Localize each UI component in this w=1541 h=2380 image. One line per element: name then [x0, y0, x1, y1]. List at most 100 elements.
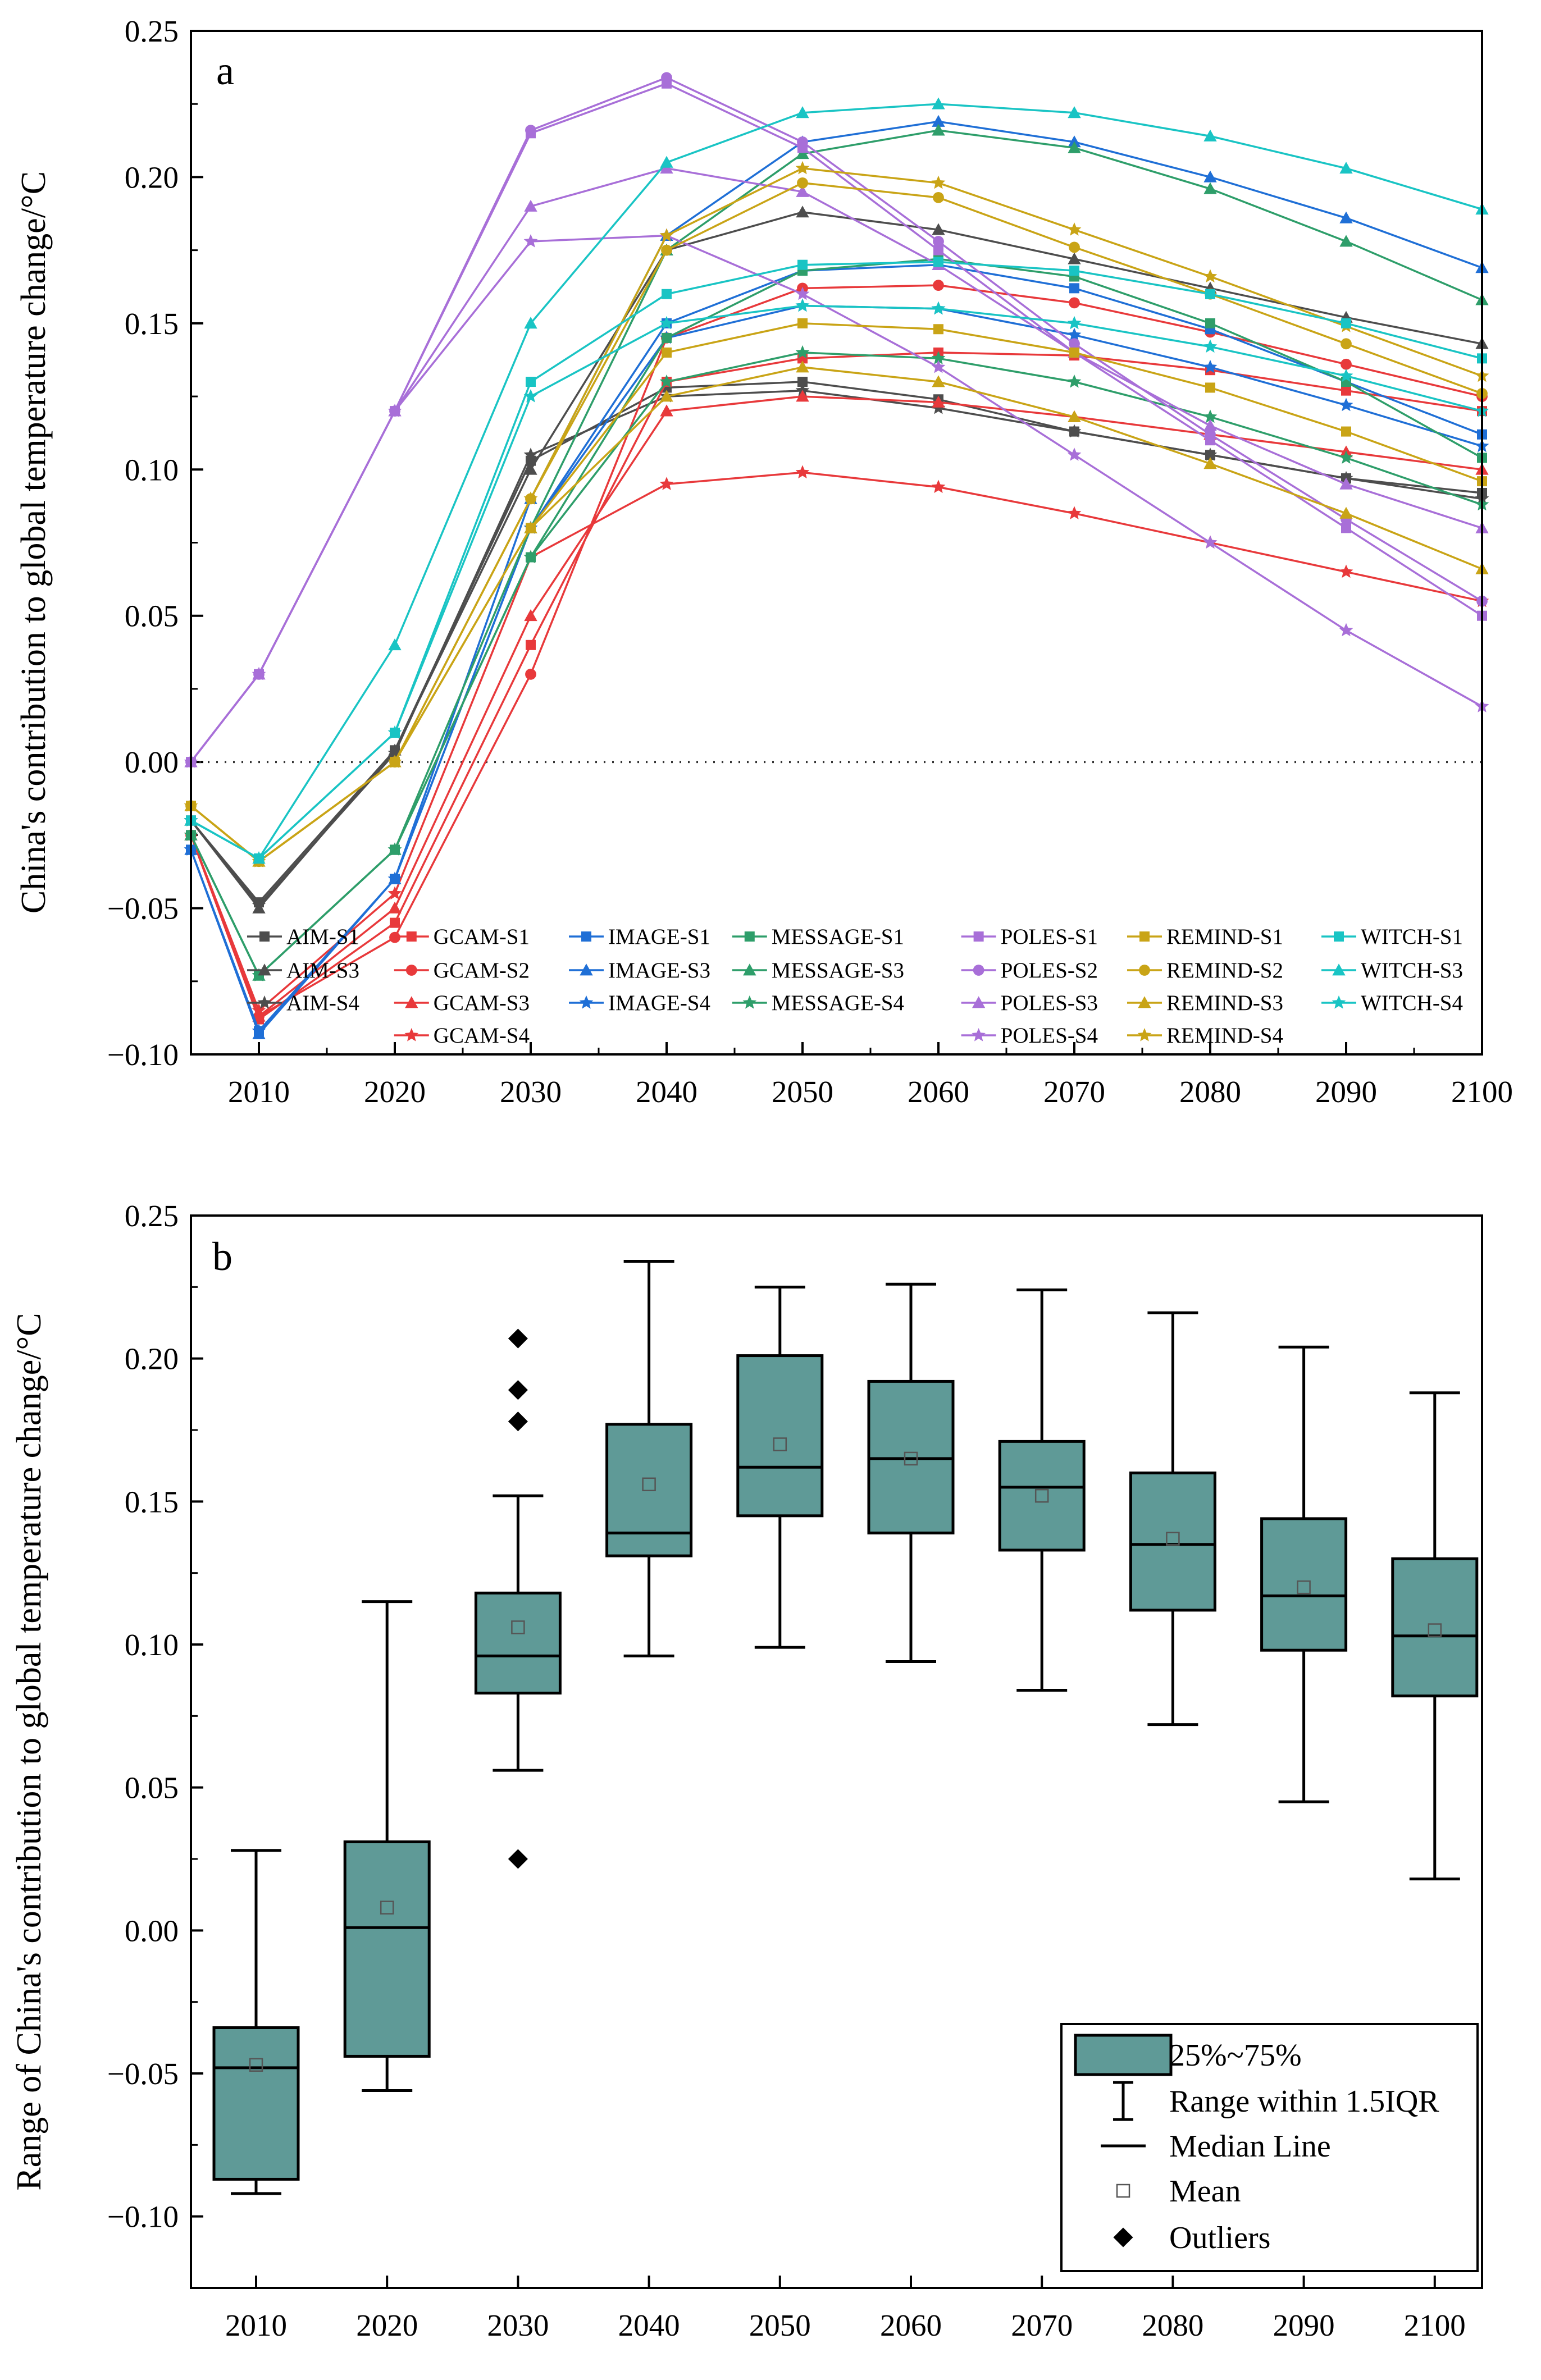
x-tick-label: 2010 — [225, 2308, 287, 2342]
data-point — [1339, 623, 1353, 637]
data-point — [1068, 410, 1081, 422]
data-point — [932, 375, 945, 387]
legend-label: WITCH-S4 — [1361, 991, 1463, 1015]
box-2090 — [1260, 1345, 1348, 1803]
legend-marker — [258, 963, 271, 976]
data-point — [387, 404, 402, 417]
data-point — [1069, 347, 1079, 358]
mean-marker — [1034, 1488, 1049, 1503]
y-tick-label: 0.05 — [125, 599, 179, 633]
box-2010 — [212, 1849, 300, 2195]
legend-marker — [405, 965, 417, 976]
legend-outlier-swatch — [1113, 2227, 1133, 2247]
x-tick-label: 2090 — [1315, 1075, 1377, 1109]
data-point — [387, 886, 402, 900]
data-point — [931, 359, 946, 373]
legend-label: WITCH-S3 — [1361, 958, 1463, 983]
data-point — [1067, 327, 1082, 341]
data-point — [1341, 523, 1351, 533]
outlier-point — [508, 1411, 528, 1432]
outlier-point — [508, 1380, 528, 1400]
data-point — [252, 1003, 266, 1017]
data-point — [1069, 283, 1079, 294]
data-point — [795, 286, 810, 300]
mean-marker — [1428, 1623, 1442, 1637]
series-remind-s4 — [184, 161, 1489, 867]
legend-label: GCAM-S4 — [434, 1024, 530, 1048]
legend-marker — [973, 931, 984, 942]
data-point — [933, 257, 943, 267]
panel-b-boxes — [212, 1259, 1479, 2195]
data-point — [931, 301, 946, 315]
data-point — [1341, 358, 1352, 370]
data-point — [387, 725, 402, 739]
y-tick-label: −0.10 — [107, 2200, 179, 2234]
legend-label: REMIND-S1 — [1166, 925, 1283, 949]
data-point — [659, 374, 674, 388]
data-point — [660, 156, 673, 168]
y-tick-label: −0.05 — [107, 892, 179, 926]
data-point — [1339, 211, 1353, 223]
data-point — [659, 228, 674, 242]
y-tick-label: 0.25 — [125, 1199, 179, 1233]
data-point — [1203, 457, 1217, 469]
data-point — [661, 72, 672, 84]
legend-marker — [1334, 931, 1344, 942]
x-tick-label: 2060 — [880, 2308, 942, 2342]
y-tick-label: 0.20 — [125, 1342, 179, 1376]
data-point — [523, 389, 538, 403]
data-point — [252, 898, 266, 911]
x-tick-label: 2100 — [1404, 2308, 1466, 2342]
legend-label: AIM-S3 — [286, 958, 359, 983]
data-point — [1067, 222, 1082, 236]
data-point — [931, 175, 946, 189]
x-tick-label: 2040 — [618, 2308, 680, 2342]
y-tick-label: 0.25 — [125, 14, 179, 48]
data-point — [1203, 359, 1218, 373]
data-point — [1205, 428, 1216, 440]
data-point — [796, 106, 809, 118]
data-point — [796, 185, 809, 197]
data-point — [933, 236, 944, 247]
y-tick-label: 0.00 — [125, 1913, 179, 1948]
mean-marker — [511, 1620, 525, 1634]
iqr-box — [1129, 1471, 1216, 1612]
x-tick-label: 2070 — [1043, 1075, 1105, 1109]
data-point — [1203, 409, 1218, 423]
data-point — [933, 324, 943, 335]
legend-box-swatch — [1074, 2034, 1173, 2076]
data-point — [932, 97, 945, 109]
data-point — [1067, 374, 1082, 388]
mean-marker — [380, 1901, 394, 1915]
panel-a: −0.10 −0.05 0.00 0.05 0.10 0.15 0.20 0.25 2010 20… — [15, 14, 1513, 1109]
box-2020 — [343, 1600, 431, 2093]
panel-b-frame — [190, 1214, 1483, 2289]
data-point — [932, 395, 945, 408]
legend-marker — [257, 995, 272, 1009]
outlier-point — [508, 1849, 528, 1869]
box-2030 — [474, 1328, 562, 1869]
outlier-point — [508, 1328, 528, 1349]
legend-marker — [972, 996, 986, 1008]
data-point — [525, 668, 536, 680]
iqr-box — [1391, 1557, 1479, 1698]
legend-label: AIM-S4 — [286, 991, 359, 1015]
panel-b-legend: 25%~75% Range within 1.5IQR Median Line Mea… — [1060, 2023, 1479, 2272]
legend-label: MESSAGE-S1 — [772, 925, 904, 949]
data-point — [1339, 506, 1353, 519]
legend-label: IMAGE-S1 — [608, 925, 710, 949]
panel-b-ticks: −0.10 −0.05 0.00 0.05 0.10 0.15 0.20 0.25 2010 20… — [107, 1199, 1466, 2342]
box-2060 — [867, 1282, 955, 1664]
data-point — [1339, 235, 1353, 247]
legend-marker — [1138, 996, 1151, 1008]
x-tick-label: 2070 — [1011, 2308, 1073, 2342]
y-tick-label: 0.00 — [125, 745, 179, 779]
data-point — [1067, 316, 1082, 330]
legend-marker — [581, 931, 591, 942]
data-point — [387, 755, 402, 768]
data-point — [1069, 241, 1080, 253]
y-tick-label: 0.20 — [125, 160, 179, 194]
data-point — [1203, 182, 1217, 194]
data-point — [662, 347, 672, 358]
